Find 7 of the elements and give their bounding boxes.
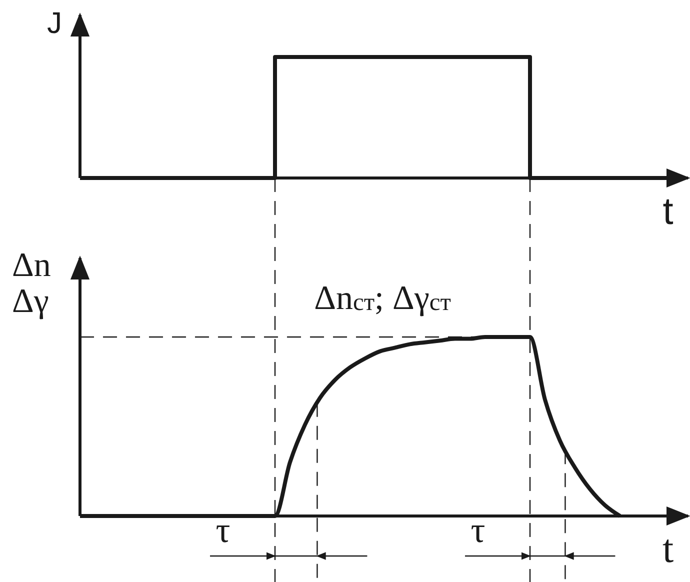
annotation: τ — [470, 510, 486, 550]
text: Δnст; Δγст — [314, 280, 452, 317]
y-axis-title: J — [47, 7, 62, 40]
x-axis-title: t — [662, 526, 674, 571]
annotation: τ — [216, 510, 230, 550]
y-axis-title: Δn Δγ — [12, 247, 51, 320]
x-axis-title: t — [662, 191, 674, 233]
